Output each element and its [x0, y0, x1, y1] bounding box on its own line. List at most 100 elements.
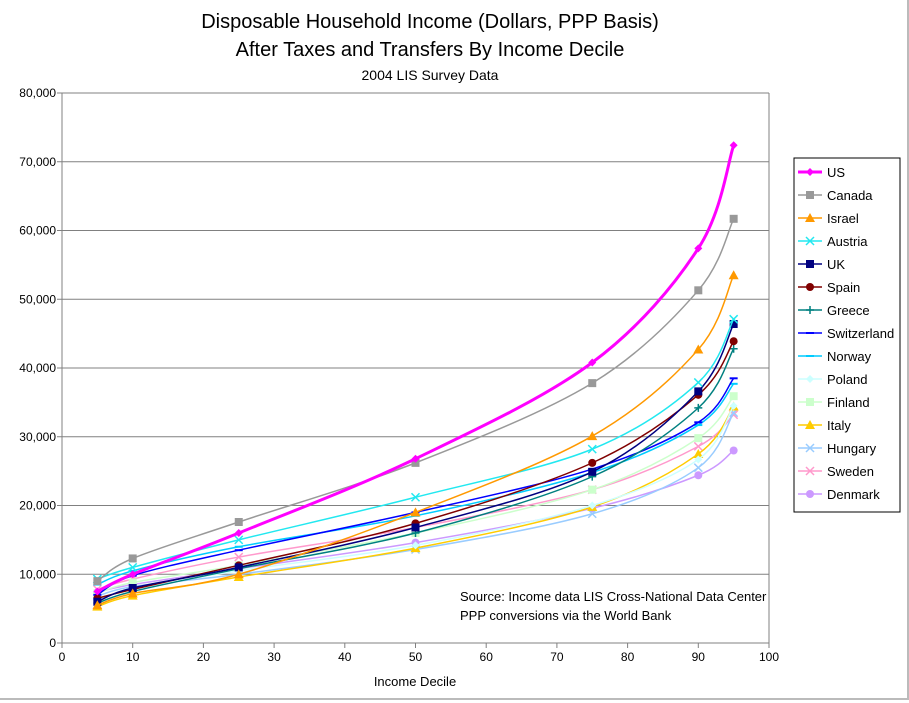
data-point [694, 471, 703, 480]
data-point [729, 446, 738, 455]
legend-item: Denmark [798, 487, 880, 502]
legend-label: Sweden [827, 464, 874, 479]
y-tick-label: 80,000 [19, 86, 56, 100]
legend-item: Finland [798, 395, 870, 410]
legend-label: Canada [827, 188, 873, 203]
series-line [97, 414, 735, 591]
legend-label: Austria [827, 234, 868, 249]
legend-label: Poland [827, 372, 867, 387]
data-point [588, 485, 597, 494]
x-tick-label: 90 [692, 650, 706, 664]
x-tick-label: 20 [197, 650, 211, 664]
chart-title-line2: After Taxes and Transfers By Income Deci… [236, 39, 625, 61]
y-tick-label: 10,000 [19, 567, 56, 581]
data-point [806, 168, 814, 176]
data-point [693, 344, 704, 354]
data-point [693, 377, 703, 387]
data-point [233, 569, 244, 579]
data-point [588, 501, 597, 510]
data-point [411, 458, 420, 467]
data-point [806, 191, 814, 199]
data-point [410, 507, 421, 517]
data-point [728, 270, 739, 280]
series-sweden [92, 410, 739, 594]
y-tick-label: 60,000 [19, 224, 56, 238]
series-israel [92, 270, 739, 610]
data-point [729, 337, 738, 346]
legend-item: UK [798, 257, 845, 272]
data-point [128, 562, 138, 572]
series-line [97, 348, 735, 604]
data-point [588, 458, 597, 467]
y-tick-label: 30,000 [19, 430, 56, 444]
data-point [694, 286, 703, 295]
data-point [234, 535, 244, 545]
data-point [729, 320, 738, 328]
data-point [587, 509, 597, 519]
data-point [729, 314, 739, 324]
x-tick-label: 0 [59, 650, 66, 664]
legend-label: Italy [827, 418, 851, 433]
y-tick-label: 20,000 [19, 499, 56, 513]
legend-item: Greece [798, 303, 870, 318]
legend-item: Canada [798, 188, 873, 203]
x-tick-label: 60 [480, 650, 494, 664]
legend-item: Austria [798, 234, 868, 249]
data-point [411, 454, 420, 463]
y-tick-label: 70,000 [19, 155, 56, 169]
legend-label: Greece [827, 303, 870, 318]
data-point [729, 344, 738, 353]
series-line [97, 405, 735, 601]
data-point [805, 466, 815, 476]
data-point [806, 306, 814, 314]
x-tick-label: 100 [759, 650, 779, 664]
x-axis-label: Income Decile [374, 674, 456, 689]
legend-item: US [798, 165, 845, 180]
data-point [693, 448, 704, 458]
legend-item: Sweden [798, 464, 874, 479]
data-point [587, 431, 598, 441]
series-line [97, 383, 735, 586]
data-point [805, 213, 815, 222]
legend-label: Israel [827, 211, 859, 226]
data-point [694, 387, 703, 396]
legend-item: Switzerland [798, 326, 894, 341]
x-tick-label: 70 [550, 650, 564, 664]
legend-label: Finland [827, 395, 870, 410]
legend-label: Hungary [827, 441, 877, 456]
data-point [693, 463, 703, 473]
data-point [729, 141, 738, 150]
data-point [127, 588, 138, 598]
data-point [588, 467, 597, 476]
data-point [729, 401, 738, 410]
data-point [128, 554, 137, 563]
data-point [128, 570, 137, 579]
x-tick-label: 50 [409, 650, 423, 664]
data-point [806, 398, 814, 406]
data-point [93, 577, 102, 586]
legend-item: Spain [798, 280, 860, 295]
data-point [410, 492, 421, 502]
data-point [694, 244, 703, 253]
chart-title: Disposable Household Income (Dollars, PP… [201, 11, 659, 33]
data-point [806, 283, 814, 291]
data-point [805, 236, 815, 246]
x-tick-label: 80 [621, 650, 635, 664]
legend-item: Hungary [798, 441, 877, 456]
series-norway [93, 382, 738, 586]
y-tick-label: 50,000 [19, 292, 56, 306]
data-point [234, 552, 244, 562]
data-point [805, 420, 815, 429]
data-point [234, 529, 243, 537]
data-point [588, 379, 597, 388]
data-point [92, 600, 103, 610]
data-point [694, 403, 703, 412]
y-tick-label: 0 [49, 636, 56, 650]
series-greece [93, 344, 738, 608]
data-point [234, 563, 243, 572]
data-point [806, 260, 814, 268]
chart-subtitle: 2004 LIS Survey Data [362, 67, 499, 83]
series-line [96, 377, 735, 596]
